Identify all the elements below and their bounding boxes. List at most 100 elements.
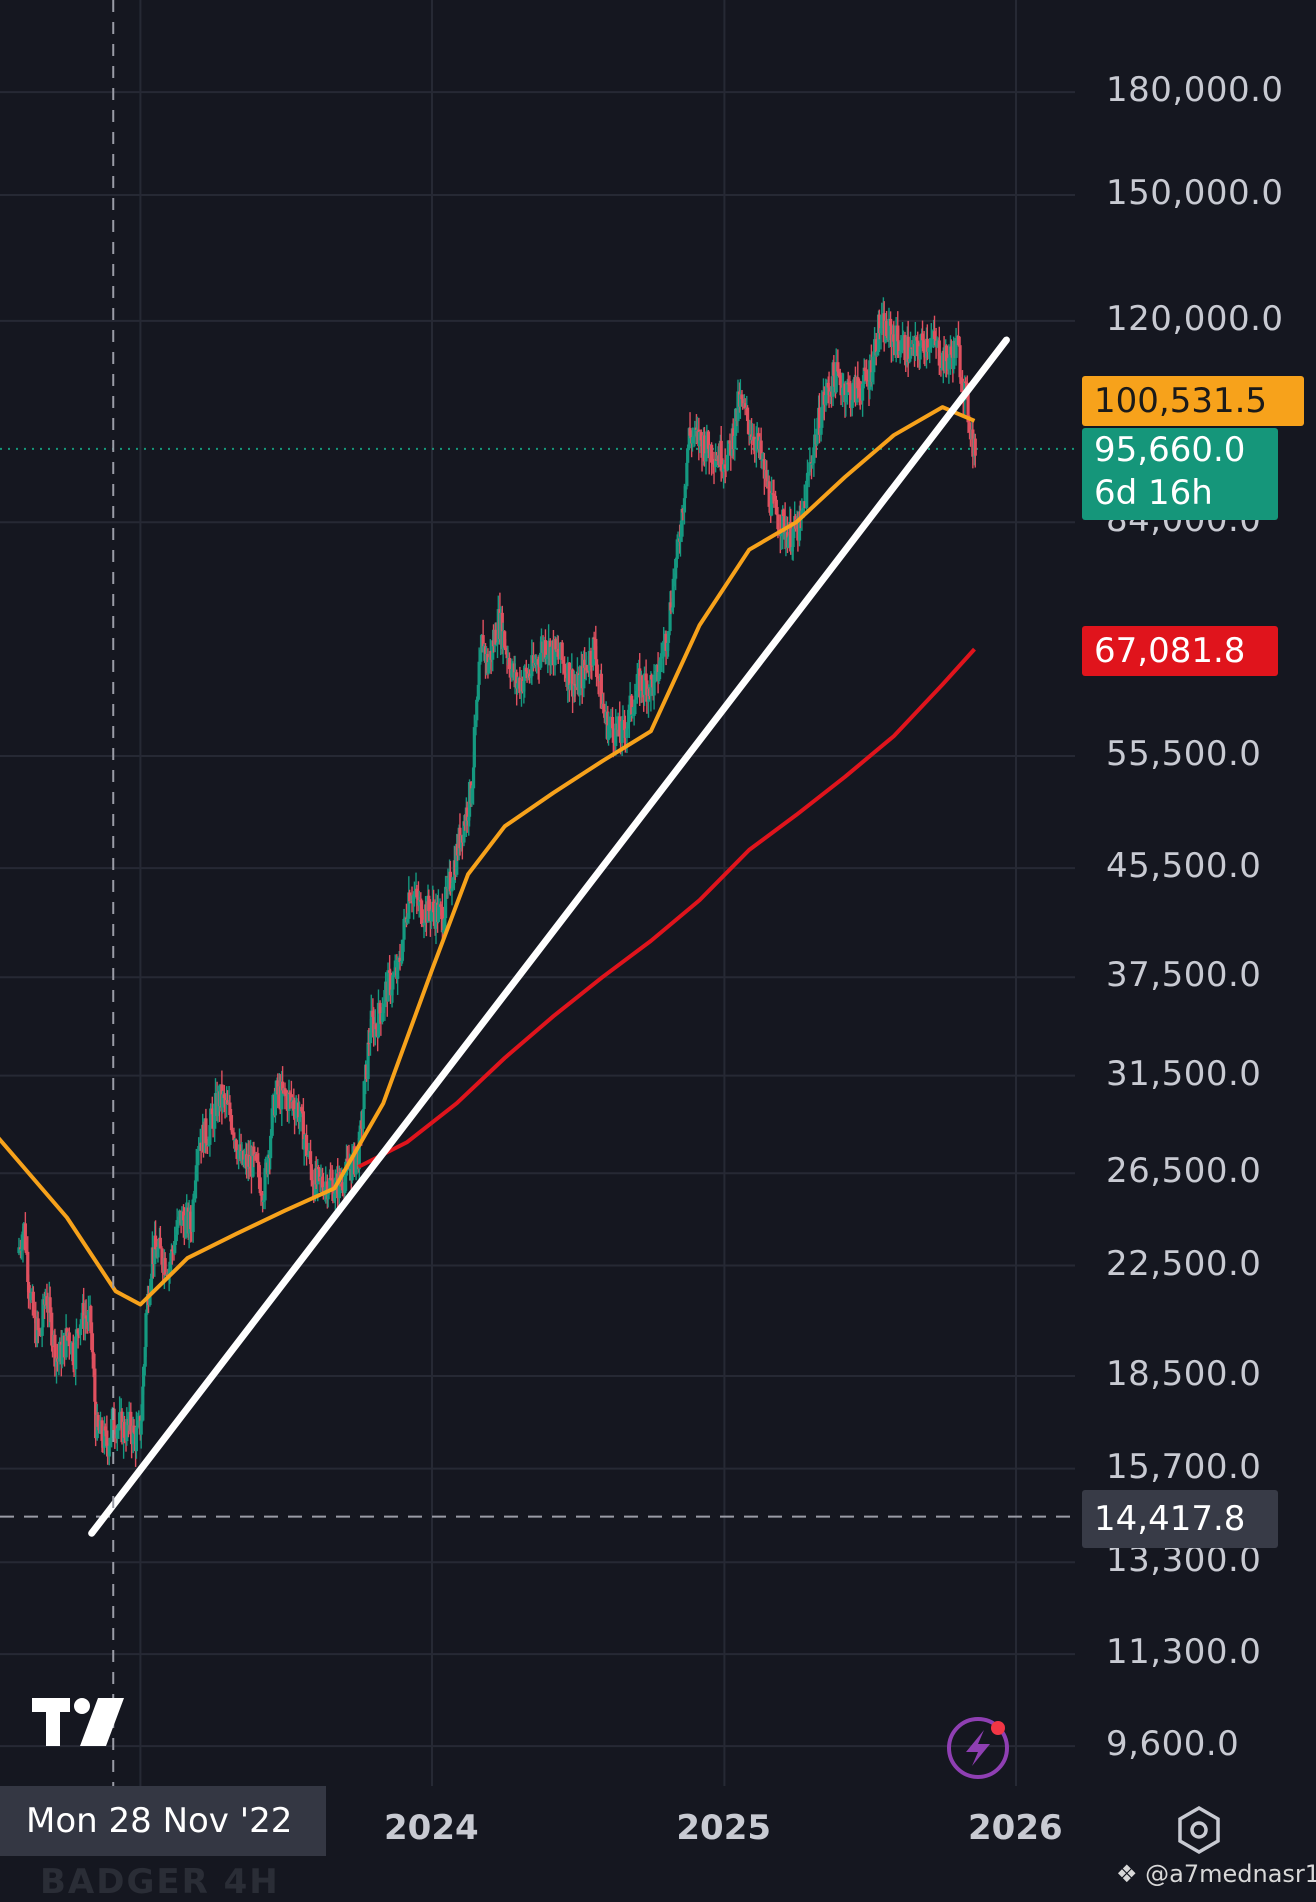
- candle-body: [666, 642, 670, 651]
- candle-body: [675, 539, 679, 559]
- candle-body: [350, 1154, 354, 1181]
- candle-body: [620, 721, 624, 743]
- candle-body: [302, 1139, 306, 1150]
- candle-body: [682, 498, 687, 513]
- candle-body: [693, 427, 697, 437]
- candle-body: [259, 1193, 263, 1195]
- candle-body: [412, 894, 416, 904]
- candle-body: [417, 900, 421, 906]
- candle-body: [237, 1150, 241, 1159]
- candle-body: [53, 1334, 57, 1367]
- candle-body: [287, 1092, 291, 1111]
- candle-body: [599, 673, 603, 709]
- candle-body: [448, 871, 452, 892]
- candle-body: [586, 670, 591, 673]
- candle-body: [311, 1180, 315, 1185]
- candle-body: [960, 383, 965, 386]
- candle-body: [507, 657, 512, 670]
- lightning-icon[interactable]: [947, 1717, 1009, 1779]
- candle-body: [812, 447, 816, 464]
- candle-body: [362, 1081, 366, 1110]
- tradingview-logo-icon[interactable]: [32, 1698, 124, 1746]
- candle-body: [670, 607, 675, 611]
- candle-body: [884, 320, 889, 336]
- candle-body: [156, 1246, 160, 1258]
- candle-body: [234, 1139, 238, 1151]
- candle-body: [251, 1146, 255, 1177]
- candle-body: [136, 1420, 140, 1428]
- candle-body: [767, 481, 771, 507]
- trendline-layer[interactable]: [88, 336, 1010, 1537]
- candle-body: [60, 1344, 64, 1365]
- candle-body: [602, 703, 606, 714]
- candle-body: [710, 444, 714, 463]
- candle-body: [503, 631, 507, 648]
- candle-body: [849, 386, 853, 409]
- candle-body: [40, 1327, 44, 1337]
- candle-body: [692, 436, 696, 438]
- candle-body: [805, 473, 810, 481]
- candle-body: [388, 972, 393, 996]
- candle-body: [908, 347, 913, 359]
- price-tick-label: 15,700.0: [1106, 1446, 1262, 1487]
- settings-icon[interactable]: [1178, 1805, 1220, 1855]
- candle-body: [139, 1420, 143, 1435]
- candle-body: [169, 1249, 174, 1262]
- candle-body: [436, 904, 440, 922]
- candle-body: [832, 362, 836, 376]
- candle-body: [837, 371, 841, 374]
- candle-body: [144, 1313, 148, 1347]
- candle-body: [102, 1426, 107, 1448]
- candle-body: [345, 1158, 349, 1162]
- candle-body: [189, 1211, 193, 1230]
- candle-body: [572, 683, 576, 697]
- candle-body: [531, 655, 536, 667]
- candle-body: [573, 683, 577, 686]
- candle-body: [935, 340, 939, 347]
- candle-body: [728, 440, 732, 444]
- candle-body: [296, 1102, 301, 1122]
- candle-body: [861, 383, 865, 401]
- candle-body: [283, 1088, 287, 1095]
- candle-body: [332, 1193, 337, 1201]
- candle-body: [908, 358, 912, 362]
- candle-body: [328, 1178, 333, 1180]
- candle-body: [856, 377, 860, 389]
- candle-body: [678, 536, 683, 542]
- candle-body: [888, 318, 893, 326]
- candle-body: [33, 1315, 37, 1318]
- trendline[interactable]: [88, 336, 1010, 1537]
- candle-body: [527, 673, 532, 678]
- candle-body: [817, 407, 822, 435]
- candle-body: [422, 923, 426, 925]
- grid-layer: [0, 0, 1075, 1786]
- candle-body: [340, 1182, 345, 1191]
- candle-body: [465, 807, 469, 821]
- candle-body: [450, 888, 454, 892]
- candle-body: [896, 341, 901, 355]
- candle-body: [132, 1425, 136, 1433]
- candle-body: [48, 1297, 52, 1313]
- ma-fast-line: [0, 405, 976, 1307]
- candle-body: [41, 1299, 45, 1328]
- candle-body: [354, 1157, 358, 1175]
- candle-body: [443, 918, 447, 931]
- candle-body: [738, 394, 742, 407]
- candle-body: [455, 843, 459, 875]
- candle-body: [170, 1249, 174, 1252]
- candle-body: [400, 960, 404, 963]
- candle-body: [228, 1102, 232, 1116]
- candle-body: [500, 612, 504, 649]
- candle-body: [568, 684, 572, 690]
- candle-body: [805, 480, 809, 508]
- candle-body: [939, 365, 943, 369]
- candle-body: [390, 989, 394, 996]
- candle-body: [650, 675, 654, 680]
- candle-body: [649, 675, 653, 697]
- candle-body: [17, 1247, 21, 1254]
- candle-body: [54, 1358, 59, 1367]
- candle-body: [733, 435, 737, 450]
- candle-body: [741, 399, 745, 407]
